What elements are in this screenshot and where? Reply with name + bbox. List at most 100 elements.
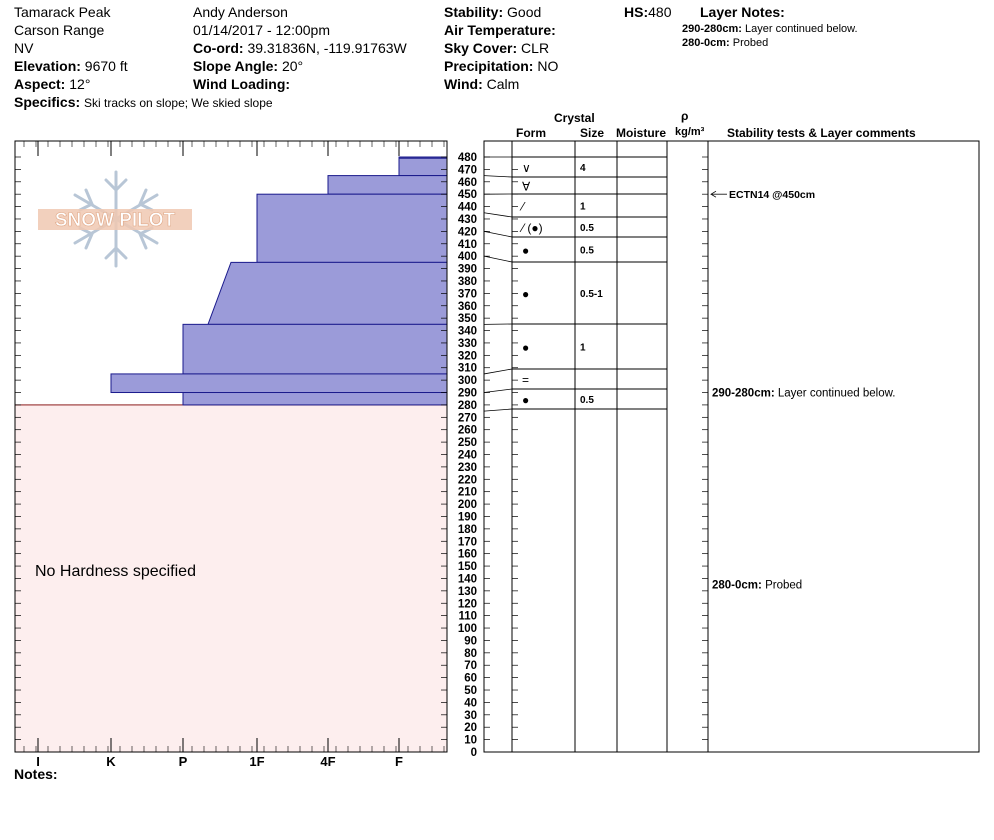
layer-note-1: 290-280cm: Layer continued below.	[682, 22, 858, 36]
depth-tick-label: 370	[458, 288, 477, 300]
observer-name: Andy Anderson	[193, 4, 288, 20]
depth-tick-label: 350	[458, 313, 477, 325]
depth-tick-label: 90	[464, 635, 477, 647]
depth-tick-label: 480	[458, 152, 477, 164]
depth-tick-label: 340	[458, 326, 477, 338]
depth-tick-label: 240	[458, 450, 477, 462]
no-hardness-label: No Hardness specified	[35, 563, 196, 580]
layer-comment-text: Probed	[765, 580, 802, 592]
sky-label: Sky Cover:	[444, 40, 518, 56]
specifics-row: Specifics: Ski tracks on slope; We skied…	[14, 93, 273, 112]
hs-label: HS:	[624, 4, 649, 20]
depth-tick-label: 140	[458, 573, 477, 585]
hardness-scale-label: 4F	[320, 754, 335, 769]
hardness-scale-label: I	[36, 754, 40, 769]
hardness-layer	[110, 373, 448, 394]
slope-row: Slope Angle: 20°	[193, 57, 303, 75]
moisture-header: Moisture	[616, 126, 667, 140]
depth-tick-label: 190	[458, 511, 477, 523]
layer-connector	[483, 408, 513, 412]
state-name: NV	[14, 40, 34, 56]
precip-label: Precipitation:	[444, 58, 534, 74]
wind-loading-label: Wind Loading:	[193, 76, 291, 92]
snowpilot-logo: SNOW PILOT	[38, 170, 192, 268]
depth-tick-label: 100	[458, 623, 477, 635]
layer-connector	[483, 368, 513, 375]
coord-label: Co-ord:	[193, 40, 244, 56]
depth-tick-label: 210	[458, 487, 477, 499]
depth-tick-label: 430	[458, 214, 477, 226]
layer-comment: 290-280cm: Layer continued below.	[712, 388, 896, 400]
depth-tick-label: 150	[458, 561, 477, 573]
hardness-layers	[14, 156, 448, 753]
hardness-scale-label: 1F	[249, 754, 264, 769]
depth-tick-label: 230	[458, 462, 477, 474]
stability-test-label: ECTN14 @450cm	[729, 189, 815, 201]
specifics-value: Ski tracks on slope; We skied slope	[84, 96, 273, 110]
aspect-label: Aspect:	[14, 76, 66, 92]
crystal-size-label: 1	[580, 343, 586, 354]
layer-comment: 280-0cm: Probed	[712, 580, 802, 592]
depth-tick-label: 450	[458, 189, 477, 201]
depth-tick-label: 80	[464, 648, 477, 660]
hardness-layer	[398, 157, 448, 177]
depth-tick-label: 60	[464, 673, 477, 685]
arrow-icon	[710, 190, 717, 198]
depth-tick-label: 440	[458, 202, 477, 214]
depth-tick-label: 420	[458, 226, 477, 238]
stability-comments-header: Stability tests & Layer comments	[727, 126, 916, 140]
wind-label: Wind:	[444, 76, 483, 92]
depth-tick-label: 50	[464, 685, 477, 697]
chart-frames	[14, 140, 980, 753]
crystal-size-label: 0.5	[580, 246, 594, 257]
logo-band	[38, 209, 192, 230]
coord-value: 39.31836N, -119.91763W	[247, 40, 407, 56]
depth-tick-label: 200	[458, 499, 477, 511]
depth-tick-label: 320	[458, 350, 477, 362]
notes-label: Notes:	[14, 766, 58, 782]
aspect-value: 12°	[69, 76, 91, 92]
depth-ticks: I K P 1F 4F F01020304050607080901001101201301…	[15, 141, 708, 769]
location-name: Tamarack Peak	[14, 4, 111, 20]
range-name: Carson Range	[14, 22, 105, 38]
crystal-layers: ∨ 4 ∀ ⁄ 1 ⁄ (●) 0.5 ● 0.5 ● 0.5-1 ● 1 = ● 0.5 ECTN14 @45…	[483, 156, 896, 592]
layer-notes-label: Layer Notes:	[700, 4, 785, 20]
elevation-value: 9670 ft	[84, 58, 128, 74]
depth-tick-label: 290	[458, 388, 477, 400]
depth-tick-label: 300	[458, 375, 477, 387]
slope-label: Slope Angle:	[193, 58, 279, 74]
layer-note-range: 280-0cm:	[682, 37, 730, 49]
depth-tick-label: 170	[458, 536, 477, 548]
layer-note-text: Probed	[732, 37, 769, 49]
crystal-header: Crystal	[554, 111, 595, 125]
depth-tick-label: 40	[464, 697, 477, 709]
hardness-layer	[182, 323, 448, 375]
coord-row: Co-ord: 39.31836N, -119.91763W	[193, 39, 407, 57]
crystal-form-symbol: ●	[522, 287, 529, 301]
layer-note-range: 290-280cm:	[682, 23, 742, 35]
depth-tick-label: 400	[458, 251, 477, 263]
depth-tick-label: 30	[464, 710, 477, 722]
depth-tick-label: 160	[458, 549, 477, 561]
hardness-layer	[256, 193, 448, 263]
depth-tick-label: 20	[464, 722, 477, 734]
layer-note-2: 280-0cm: Probed	[682, 36, 768, 50]
wind-row: Wind: Calm	[444, 75, 519, 93]
crystal-form-symbol: ●	[522, 393, 529, 407]
depth-tick-label: 260	[458, 425, 477, 437]
stability-row: Stability: Good	[444, 3, 541, 21]
elevation-row: Elevation: 9670 ft	[14, 57, 128, 75]
depth-tick-label: 330	[458, 338, 477, 350]
layer-note-text: Layer continued below.	[745, 23, 858, 35]
air-temp-label: Air Temperature:	[444, 22, 556, 38]
elevation-label: Elevation:	[14, 58, 81, 74]
depth-tick-label: 390	[458, 264, 477, 276]
sky-row: Sky Cover: CLR	[444, 39, 549, 57]
logo-text: SNOW PILOT	[55, 210, 176, 231]
aspect-row: Aspect: 12°	[14, 75, 90, 93]
hardness-scale-label: P	[179, 754, 188, 769]
size-header: Size	[580, 126, 605, 140]
crystal-form-symbol: ⁄ (●)	[519, 221, 543, 235]
slope-value: 20°	[281, 58, 304, 74]
depth-tick-label: 310	[458, 363, 477, 375]
